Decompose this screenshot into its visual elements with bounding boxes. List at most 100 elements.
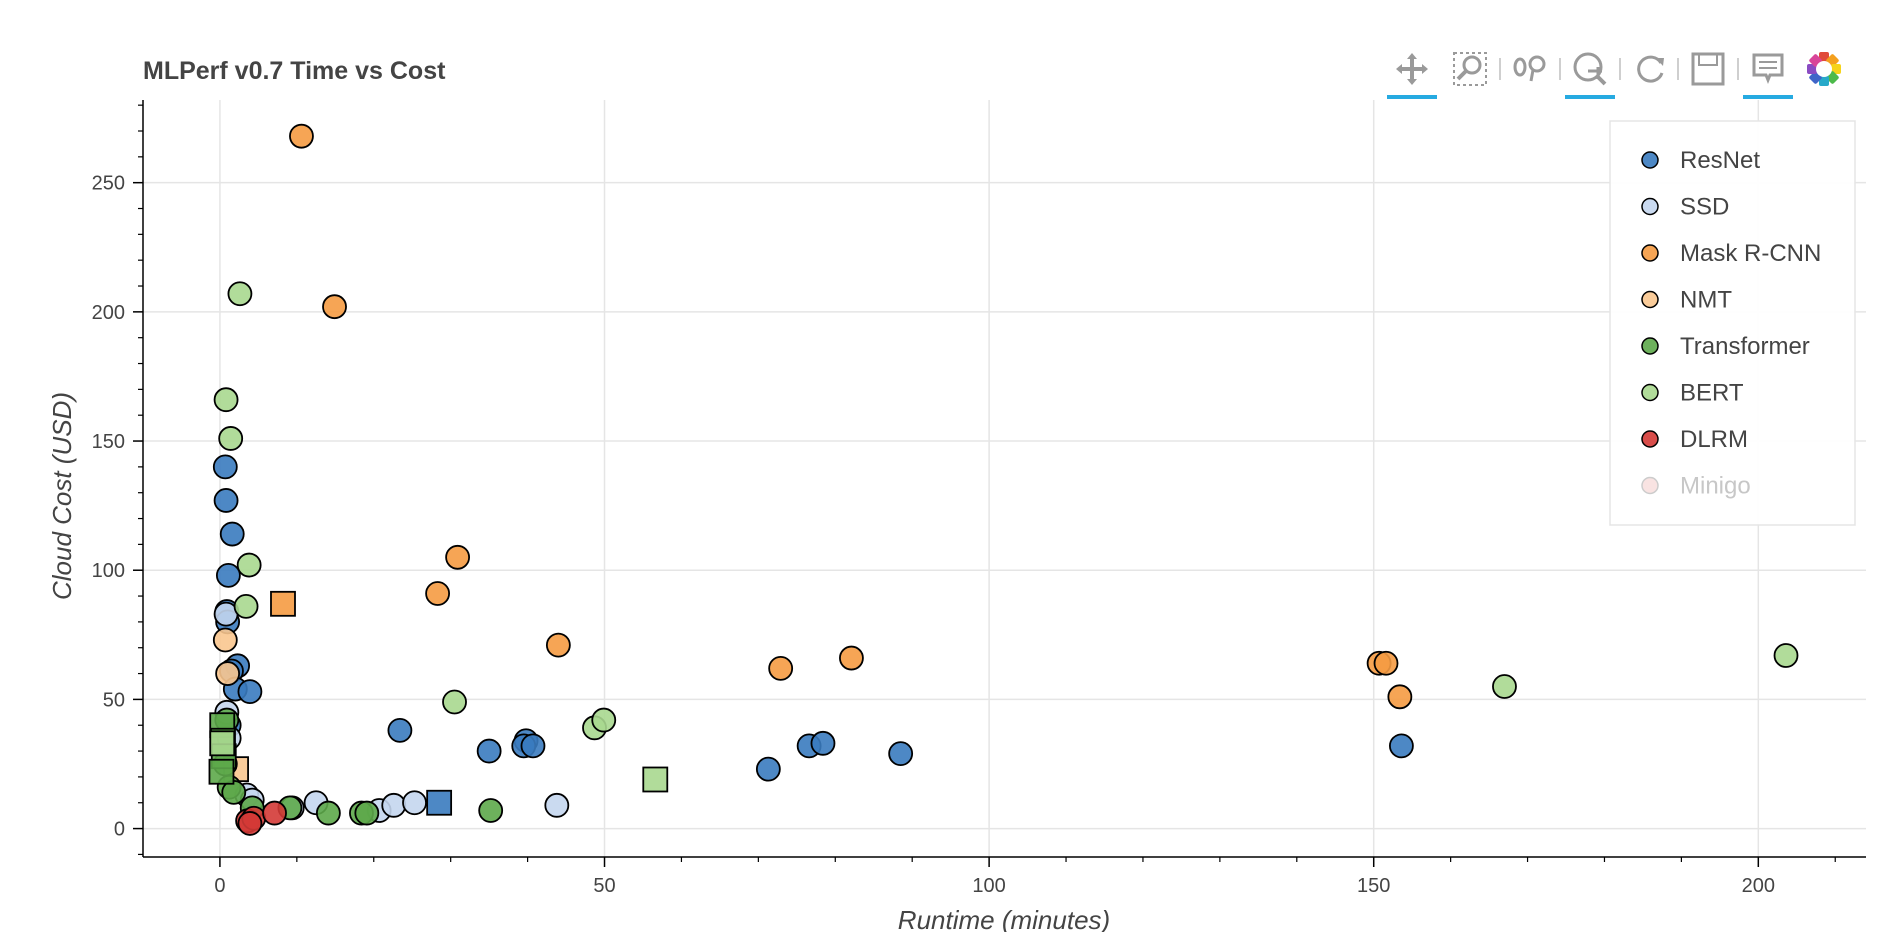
legend-box bbox=[1609, 120, 1856, 526]
legend-marker bbox=[1641, 337, 1659, 355]
y-tick-label: 100 bbox=[92, 560, 125, 582]
hover-tool[interactable] bbox=[1741, 40, 1795, 99]
square-point-transformer[interactable] bbox=[208, 758, 235, 785]
grid-lines bbox=[143, 100, 1866, 857]
legend-label: NMT bbox=[1680, 287, 1732, 314]
point-nmt[interactable] bbox=[215, 661, 241, 686]
point-bert[interactable] bbox=[213, 387, 239, 413]
point-mask-r-cnn[interactable] bbox=[1387, 684, 1413, 710]
point-resnet[interactable] bbox=[215, 562, 241, 588]
y-tick-label: 250 bbox=[92, 173, 125, 195]
legend-marker bbox=[1641, 476, 1659, 495]
point-resnet[interactable] bbox=[888, 741, 914, 767]
y-tick-label: 50 bbox=[103, 689, 125, 711]
chart-title: MLPerf v0.7 Time vs Cost bbox=[143, 57, 446, 85]
x-tick-label: 150 bbox=[1357, 875, 1390, 897]
legend-label: Transformer bbox=[1680, 333, 1810, 360]
x-axis-label: Runtime (minutes) bbox=[898, 905, 1110, 932]
data-points[interactable] bbox=[208, 123, 1799, 836]
legend-item-dlrm[interactable]: DLRM bbox=[1641, 426, 1748, 453]
point-ssd[interactable] bbox=[402, 790, 427, 816]
point-resnet[interactable] bbox=[755, 756, 781, 782]
save-tool[interactable] bbox=[1681, 40, 1735, 98]
legend-label: Mask R-CNN bbox=[1680, 240, 1821, 267]
legend-item-minigo[interactable]: Minigo bbox=[1641, 473, 1751, 500]
point-bert[interactable] bbox=[236, 552, 262, 578]
square-point-bert[interactable] bbox=[209, 730, 236, 757]
wheel-zoom-tool[interactable] bbox=[1503, 40, 1557, 98]
point-resnet[interactable] bbox=[1389, 733, 1414, 759]
reset-icon bbox=[1637, 55, 1664, 83]
point-transformer[interactable] bbox=[354, 800, 380, 826]
point-mask-r-cnn[interactable] bbox=[322, 294, 347, 320]
point-nmt[interactable] bbox=[212, 627, 238, 653]
point-resnet[interactable] bbox=[237, 679, 263, 705]
point-bert[interactable] bbox=[218, 426, 244, 451]
point-resnet[interactable] bbox=[387, 718, 413, 743]
point-mask-r-cnn[interactable] bbox=[839, 645, 864, 671]
legend-marker bbox=[1641, 197, 1659, 216]
legend-item-mask-r-cnn[interactable]: Mask R-CNN bbox=[1641, 240, 1821, 267]
square-point-bert[interactable] bbox=[642, 766, 669, 793]
point-mask-r-cnn[interactable] bbox=[768, 655, 794, 681]
legend-marker bbox=[1641, 290, 1659, 309]
legend-item-bert[interactable]: BERT bbox=[1641, 380, 1744, 407]
legend-item-transformer[interactable]: Transformer bbox=[1641, 333, 1810, 360]
legend-marker bbox=[1641, 244, 1659, 262]
point-bert[interactable] bbox=[233, 593, 259, 619]
point-mask-r-cnn[interactable] bbox=[1373, 650, 1399, 676]
zoom-in-tool[interactable] bbox=[1563, 40, 1617, 99]
point-mask-r-cnn[interactable] bbox=[425, 581, 451, 606]
wheel-zoom-icon bbox=[1513, 55, 1546, 82]
legend[interactable]: ResNet SSD Mask R-CNN NMT Transformer BERT DLR… bbox=[1609, 120, 1856, 526]
square-point-mask-r-cnn[interactable] bbox=[270, 590, 296, 617]
point-mask-r-cnn[interactable] bbox=[289, 123, 314, 149]
legend-item-resnet[interactable]: ResNet bbox=[1641, 147, 1760, 174]
legend-marker bbox=[1641, 430, 1659, 448]
point-bert[interactable] bbox=[1492, 674, 1517, 699]
point-ssd[interactable] bbox=[544, 792, 570, 818]
zoom-in-icon bbox=[1573, 52, 1607, 86]
y-axis-label: Cloud Cost (USD) bbox=[47, 392, 77, 600]
point-bert[interactable] bbox=[1773, 643, 1799, 668]
reset-tool[interactable] bbox=[1623, 40, 1677, 98]
point-resnet[interactable] bbox=[213, 488, 239, 513]
point-bert[interactable] bbox=[227, 281, 253, 307]
toolbar bbox=[1385, 40, 1841, 102]
point-resnet[interactable] bbox=[520, 733, 546, 759]
point-mask-r-cnn[interactable] bbox=[445, 544, 471, 570]
square-point-resnet[interactable] bbox=[426, 789, 453, 816]
y-tick-label: 150 bbox=[92, 431, 125, 453]
legend-label: ResNet bbox=[1680, 147, 1760, 174]
point-resnet[interactable] bbox=[219, 521, 245, 547]
bokeh-logo[interactable] bbox=[1797, 40, 1851, 98]
point-dlrm[interactable] bbox=[237, 811, 263, 836]
box-zoom-tool[interactable] bbox=[1443, 40, 1497, 98]
pan-icon bbox=[1396, 53, 1428, 85]
point-resnet[interactable] bbox=[810, 730, 836, 756]
pan-tool[interactable] bbox=[1385, 40, 1439, 99]
legend-item-ssd[interactable]: SSD bbox=[1641, 194, 1729, 221]
point-dlrm[interactable] bbox=[262, 800, 287, 826]
point-mask-r-cnn[interactable] bbox=[545, 632, 571, 658]
axes: 0 50 100 150 200 0 50 100 150 200 250 bbox=[92, 100, 1866, 897]
x-tick-label: 0 bbox=[214, 875, 225, 897]
y-tick-label: 0 bbox=[114, 819, 125, 841]
point-transformer[interactable] bbox=[315, 800, 341, 826]
point-resnet[interactable] bbox=[212, 454, 238, 480]
legend-label: Minigo bbox=[1680, 473, 1751, 500]
point-ssd[interactable] bbox=[381, 792, 407, 818]
legend-item-nmt[interactable]: NMT bbox=[1641, 287, 1732, 314]
point-bert[interactable] bbox=[442, 689, 467, 715]
x-tick-label: 50 bbox=[593, 875, 615, 897]
point-bert[interactable] bbox=[591, 707, 617, 733]
x-tick-label: 100 bbox=[972, 875, 1005, 897]
legend-marker bbox=[1641, 383, 1659, 402]
point-transformer[interactable] bbox=[478, 798, 504, 823]
legend-label: SSD bbox=[1680, 194, 1729, 221]
bokeh-logo-icon bbox=[1807, 52, 1841, 86]
box-zoom-icon bbox=[1453, 52, 1487, 86]
point-resnet[interactable] bbox=[476, 738, 502, 764]
x-tick-label: 200 bbox=[1742, 875, 1775, 897]
